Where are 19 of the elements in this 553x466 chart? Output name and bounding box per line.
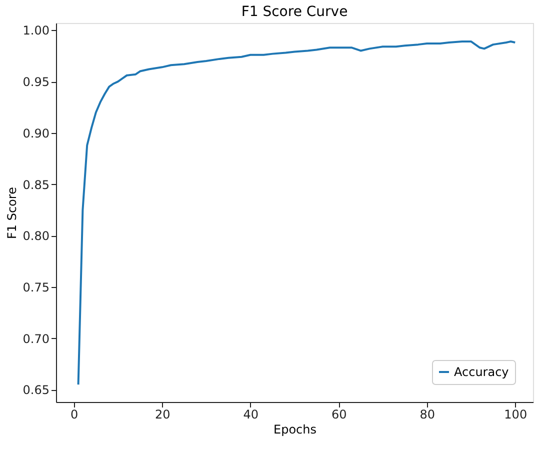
y-tick-label: 0.95 — [22, 75, 50, 90]
y-tick-label: 0.90 — [22, 126, 50, 140]
chart-title: F1 Score Curve — [241, 4, 348, 20]
y-tick-label: 0.80 — [22, 229, 50, 244]
y-tick-label: 0.75 — [22, 280, 50, 294]
x-tick-label: 40 — [243, 408, 259, 422]
y-tick-label: 1.00 — [22, 24, 50, 38]
x-tick-label: 80 — [420, 408, 436, 422]
y-tick-label: 0.85 — [22, 178, 50, 192]
y-tick-label: 0.70 — [22, 332, 50, 346]
legend-label: Accuracy — [454, 365, 509, 379]
line-series — [77, 40, 516, 386]
x-tick-label: 0 — [70, 408, 78, 422]
x-tick-label: 20 — [154, 408, 170, 422]
y-tick-label: 0.65 — [22, 383, 50, 398]
y-axis-title: F1 Score — [4, 187, 19, 239]
x-axis-title: Epochs — [274, 422, 316, 436]
x-tick-label: 60 — [331, 408, 347, 422]
x-tick-label: 100 — [504, 408, 528, 422]
